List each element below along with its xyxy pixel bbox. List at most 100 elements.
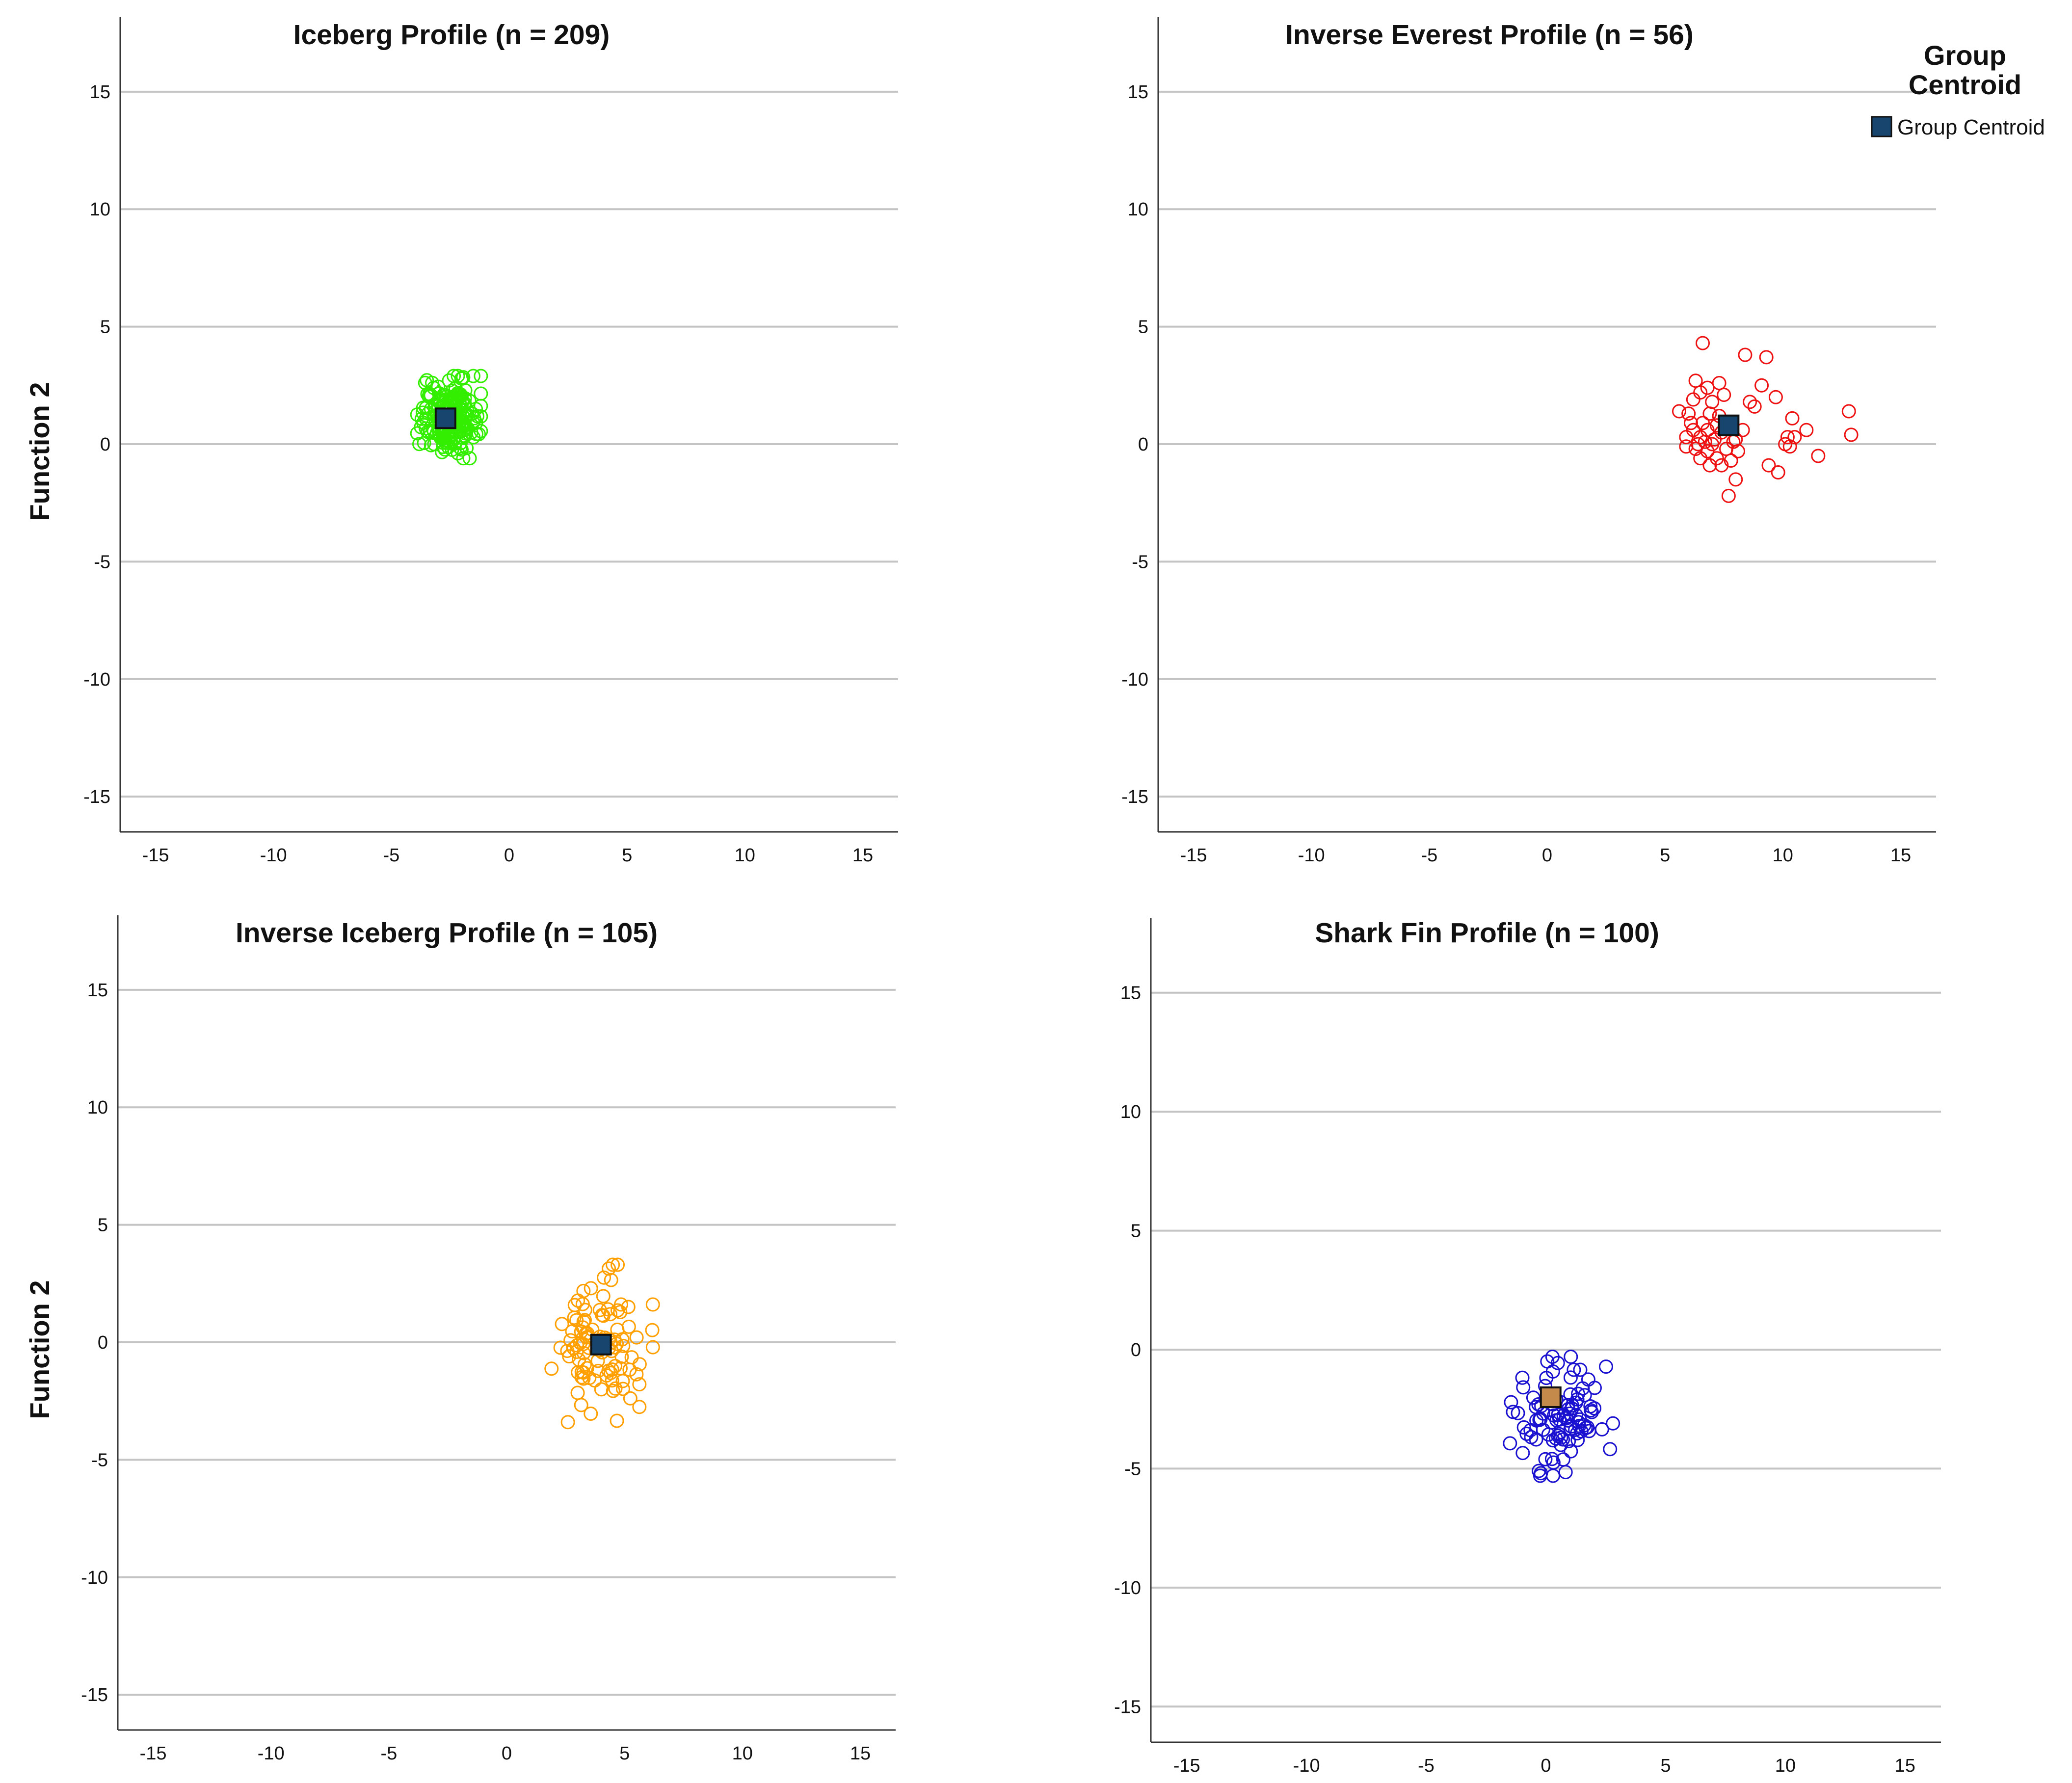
data-point xyxy=(1603,1442,1618,1457)
data-point xyxy=(1558,1465,1573,1480)
data-point xyxy=(416,416,431,430)
data-point xyxy=(1681,406,1696,421)
group-centroid-marker xyxy=(1718,414,1740,436)
data-point xyxy=(1705,437,1720,452)
data-point xyxy=(1544,1415,1559,1430)
data-point xyxy=(567,1298,582,1312)
data-point xyxy=(1564,1444,1578,1459)
data-point xyxy=(1785,411,1800,426)
data-point xyxy=(456,451,471,466)
data-point xyxy=(621,1300,636,1314)
group-centroid-marker xyxy=(590,1333,612,1356)
data-point xyxy=(1728,472,1743,487)
x-tick-label: 5 xyxy=(619,1743,630,1764)
data-point xyxy=(615,1332,630,1347)
y-axis-label: Function 2 xyxy=(24,382,55,521)
data-point xyxy=(1606,1416,1620,1431)
data-point xyxy=(604,1273,618,1287)
data-point xyxy=(412,437,426,452)
x-tick-label: -15 xyxy=(1173,1756,1200,1776)
data-point xyxy=(1572,1418,1587,1433)
chart-title: Inverse Iceberg Profile (n = 105) xyxy=(236,917,658,949)
x-tick-label: 0 xyxy=(504,845,514,866)
data-point xyxy=(462,451,477,466)
y-tick-label: 10 xyxy=(1128,199,1148,220)
data-point xyxy=(1540,1354,1555,1369)
data-point xyxy=(1738,347,1753,362)
data-point xyxy=(614,1349,629,1364)
legend-centroid-swatch-icon xyxy=(1871,116,1892,137)
data-point xyxy=(1683,416,1698,430)
y-tick-label: -5 xyxy=(91,1450,108,1470)
data-point xyxy=(1504,1395,1518,1410)
data-point xyxy=(1787,430,1802,445)
data-point xyxy=(1515,1446,1530,1461)
data-point xyxy=(466,369,480,383)
data-point xyxy=(1554,1430,1568,1445)
data-point xyxy=(1584,1403,1598,1418)
data-point xyxy=(1580,1420,1595,1435)
y-tick-label: 10 xyxy=(90,199,110,220)
x-tick-label: 15 xyxy=(852,845,873,866)
chart-title: Iceberg Profile (n = 209) xyxy=(293,19,610,51)
data-point xyxy=(579,1327,593,1341)
data-point xyxy=(616,1338,631,1353)
data-point xyxy=(1577,1388,1592,1403)
data-point xyxy=(437,433,452,448)
x-tick-label: 15 xyxy=(1895,1756,1915,1776)
legend-title-line1: Group xyxy=(1924,40,2006,71)
data-point xyxy=(1583,1399,1598,1414)
data-point xyxy=(451,446,465,461)
y-tick-label: -5 xyxy=(94,552,110,572)
data-point xyxy=(447,391,462,405)
y-tick-label: 5 xyxy=(100,317,110,338)
data-point xyxy=(474,399,488,413)
data-point xyxy=(1780,430,1795,445)
y-tick-label: -15 xyxy=(1114,1697,1141,1717)
y-tick-label: -10 xyxy=(1114,1578,1141,1598)
data-point xyxy=(1799,423,1814,437)
group-centroid-marker xyxy=(1540,1386,1562,1408)
data-point xyxy=(560,1415,575,1430)
data-point xyxy=(1686,423,1700,437)
x-tick-label: -15 xyxy=(1180,845,1207,866)
data-point xyxy=(1841,404,1856,419)
y-tick-label: 0 xyxy=(98,1332,108,1353)
y-tick-label: 0 xyxy=(100,434,110,455)
x-tick-label: 0 xyxy=(1541,1756,1551,1776)
data-point xyxy=(1768,390,1783,404)
data-point xyxy=(1696,336,1710,350)
data-point xyxy=(632,1400,647,1414)
x-tick-label: 5 xyxy=(1660,1756,1671,1776)
group-centroid-marker xyxy=(434,407,456,429)
data-point xyxy=(474,369,488,383)
data-point xyxy=(606,1384,620,1398)
data-point xyxy=(1569,1408,1584,1423)
data-point xyxy=(1688,373,1703,388)
data-point xyxy=(1759,350,1774,365)
data-point xyxy=(456,370,471,385)
data-point xyxy=(1700,380,1715,395)
data-point xyxy=(438,392,453,407)
legend-title-line2: Centroid xyxy=(1909,69,2021,100)
x-tick-label: 0 xyxy=(502,1743,512,1764)
y-tick-label: -5 xyxy=(1132,552,1148,572)
data-point xyxy=(1570,1433,1585,1447)
y-tick-label: -10 xyxy=(83,669,110,690)
y-tick-label: 5 xyxy=(1138,317,1148,338)
x-tick-label: -10 xyxy=(258,1743,285,1764)
data-point xyxy=(611,1257,625,1272)
x-tick-label: -10 xyxy=(1298,845,1325,866)
y-tick-label: -10 xyxy=(81,1568,108,1588)
y-tick-label: 0 xyxy=(1138,434,1148,455)
data-point xyxy=(1702,458,1717,473)
x-tick-label: 5 xyxy=(622,845,632,866)
data-point xyxy=(1587,1381,1602,1395)
data-point xyxy=(1548,1431,1563,1446)
data-point xyxy=(602,1261,616,1276)
data-point xyxy=(1552,1427,1567,1441)
data-point xyxy=(1844,427,1859,442)
x-tick-label: 10 xyxy=(1775,1756,1796,1776)
data-point xyxy=(562,1349,577,1364)
data-point xyxy=(1573,1362,1588,1377)
